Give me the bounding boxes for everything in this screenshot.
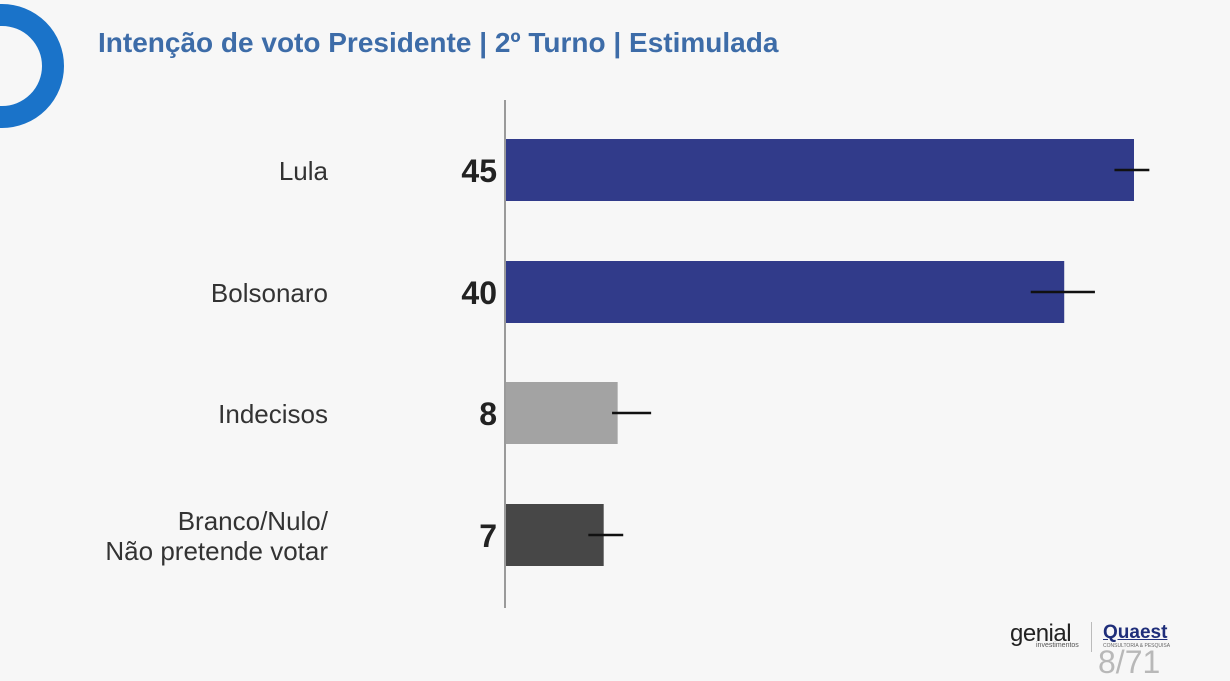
category-label-indecisos: Indecisos [218,399,328,429]
category-label-lula: Lula [279,156,329,186]
category-label-branco-nulo-line-1: Branco/Nulo/ [178,506,329,536]
brand-divider [1091,622,1092,652]
bar-bolsonaro [506,261,1065,323]
genial-logo-subtitle: investimentos [1036,642,1079,649]
category-label-bolsonaro: Bolsonaro [211,278,328,308]
quaest-logo: Quaest [1103,622,1168,643]
genial-logo: genial [1010,620,1072,647]
bar-lula [506,139,1134,201]
quaest-logo-subtitle: CONSULTORIA & PESQUISA [1103,643,1171,649]
chart-title: Intenção de voto Presidente | 2º Turno |… [98,27,779,58]
data-label-lula: 45 [461,153,497,189]
data-label-indecisos: 8 [479,396,497,432]
bar-indecisos [506,382,618,444]
bar-branco-nulo [506,504,604,566]
data-label-branco-nulo: 7 [479,518,497,554]
category-label-branco-nulo-line-2: Não pretende votar [105,536,328,566]
data-label-bolsonaro: 40 [461,275,497,311]
page-number: 8/71 [1098,644,1161,680]
